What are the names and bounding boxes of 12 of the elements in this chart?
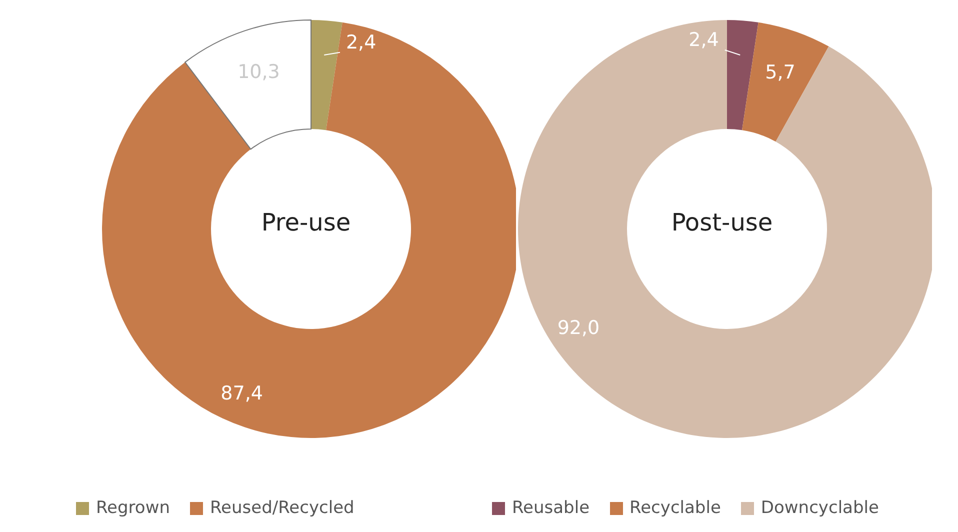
legend-label: Reusable: [512, 498, 590, 518]
legend-label: Downcyclable: [760, 498, 879, 518]
data-label: 5,7: [765, 62, 796, 84]
legend-label: Regrown: [96, 498, 170, 518]
text: Post-use: [671, 208, 773, 237]
legend-label: Reused/Recycled: [210, 498, 354, 518]
data-label: 2,4: [346, 31, 376, 54]
data-label: 87,4: [220, 382, 263, 404]
legend-label: Recyclable: [630, 498, 721, 518]
data-label: 2,4: [688, 29, 719, 52]
data-label: 92,0: [557, 317, 600, 340]
text: Pre-use: [261, 208, 351, 237]
